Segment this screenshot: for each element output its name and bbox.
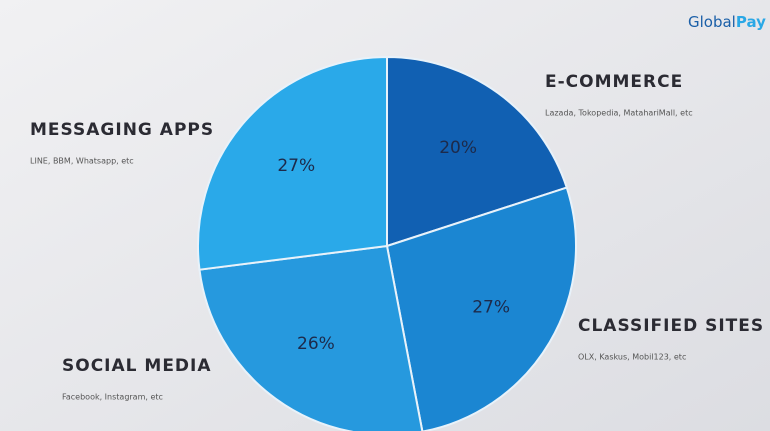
brand-part: Global	[688, 13, 736, 31]
category-label: MESSAGING APPS	[30, 120, 214, 140]
pie-slice	[385, 186, 577, 431]
category-description: Facebook, Instagram, etc	[62, 393, 163, 402]
brand-part: Pay	[736, 13, 766, 31]
slice-label: 27%	[277, 156, 315, 176]
brand: GlobalPay	[688, 13, 766, 31]
category-label: E-COMMERCE	[545, 72, 683, 92]
category-label: CLASSIFIED SITES	[578, 316, 764, 336]
category-description: LINE, BBM, Whatsapp, etc	[30, 157, 134, 166]
slice-label: 26%	[297, 334, 335, 354]
pie-slice	[198, 244, 424, 431]
category-description: OLX, Kaskus, Mobil123, etc	[578, 353, 686, 362]
category-description: Lazada, Tokopedia, MatahariMall, etc	[545, 109, 693, 118]
slice-label: 27%	[472, 298, 510, 318]
slice-label: 20%	[439, 138, 477, 158]
pie-slice	[386, 55, 569, 248]
category-label: SOCIAL MEDIA	[62, 356, 212, 376]
pie-slice	[197, 55, 388, 271]
